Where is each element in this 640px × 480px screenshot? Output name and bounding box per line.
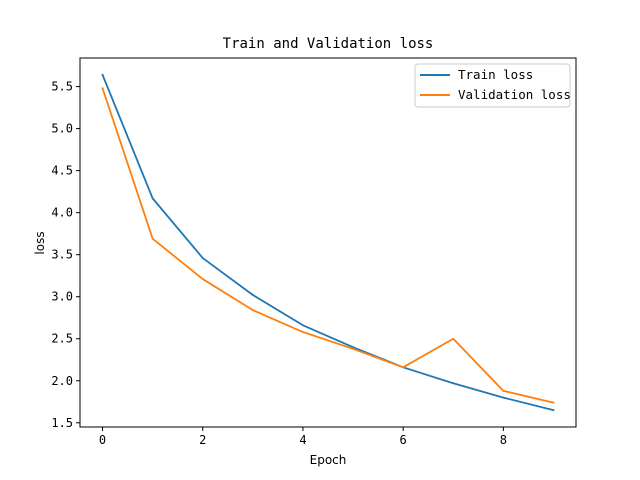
data-point	[402, 366, 405, 369]
x-tick-label: 6	[400, 433, 407, 447]
x-tick-label: 4	[299, 433, 306, 447]
data-point	[302, 324, 304, 327]
data-point	[552, 401, 555, 404]
chart-title: Train and Validation loss	[223, 36, 434, 52]
y-tick-label: 2.0	[51, 374, 73, 388]
legend-box	[414, 63, 571, 108]
y-tick-label: 4.5	[51, 164, 73, 178]
data-point	[452, 382, 455, 385]
y-tick-label: 1.5	[51, 416, 73, 430]
y-tick-label: 2.5	[51, 332, 73, 346]
data-point	[302, 331, 304, 333]
series-line-validation	[101, 87, 555, 404]
series-line-train	[101, 73, 555, 412]
series-points-validation	[101, 87, 555, 404]
x-tick-label: 8	[500, 433, 507, 447]
y-axis-label: loss	[33, 231, 47, 254]
data-point	[101, 73, 104, 76]
data-point	[151, 197, 154, 200]
legend: Train loss Validation loss	[414, 63, 571, 108]
data-point	[502, 389, 505, 392]
y-tick-label: 3.5	[51, 248, 73, 262]
data-point	[452, 337, 455, 340]
data-point	[251, 294, 254, 296]
y-tick-label: 3.0	[51, 290, 73, 304]
x-tick-label: 2	[199, 433, 206, 447]
x-tick-label: 0	[99, 433, 106, 447]
data-point	[201, 278, 204, 280]
data-point	[502, 396, 505, 399]
y-tick-label: 5.0	[51, 122, 73, 136]
legend-label-validation: Validation loss	[458, 87, 571, 102]
plot-frame	[79, 57, 577, 428]
axis-ticks: 0 2 4 6 8 1.5 2.0 2.5 3.0 3.5 4.0 4.5 5.0 5.5	[51, 80, 507, 447]
series-points-train	[101, 73, 555, 412]
data-point	[352, 346, 354, 349]
data-point	[552, 409, 555, 412]
data-point	[251, 309, 254, 312]
y-tick-label: 4.0	[51, 206, 73, 220]
y-tick-label: 5.5	[51, 80, 73, 94]
x-axis-label: Epoch	[310, 453, 347, 467]
data-point	[201, 257, 204, 259]
data-point	[151, 237, 154, 240]
legend-label-train: Train loss	[458, 67, 533, 82]
series-lines	[101, 73, 555, 412]
data-point	[101, 87, 104, 90]
data-point	[352, 347, 354, 350]
